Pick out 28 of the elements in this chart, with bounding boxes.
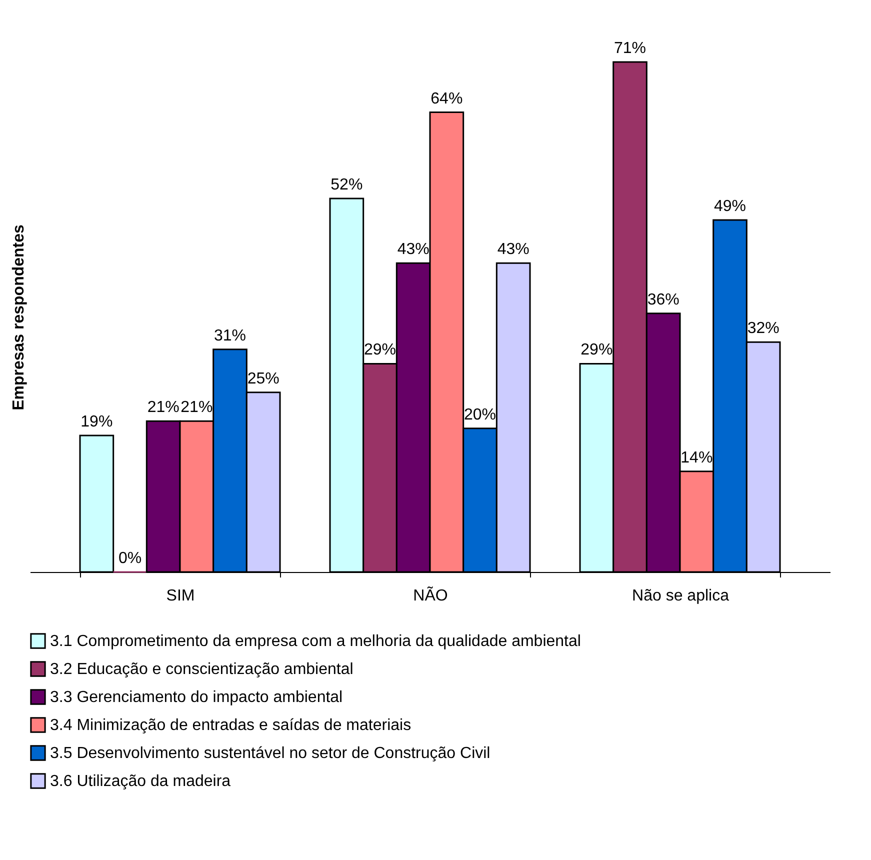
data-label: 32%: [747, 320, 780, 338]
data-label: 14%: [680, 449, 713, 466]
data-label: 49%: [714, 198, 746, 216]
data-label: 29%: [364, 342, 396, 359]
data-label: 21%: [147, 399, 180, 416]
legend-label: 3.3 Gerenciamento do impacto ambiental: [50, 689, 343, 706]
data-label: 25%: [247, 370, 280, 388]
data-label: 20%: [464, 406, 496, 424]
data-label: 31%: [214, 327, 246, 344]
y-axis-title: Empresas respondentes: [10, 224, 28, 410]
data-label: 19%: [80, 414, 113, 431]
data-label: 21%: [180, 399, 213, 416]
legend-label: 3.4 Minimização de entradas e saídas de materiais: [50, 717, 412, 734]
legend-label: 3.6 Utilização da madeira: [50, 773, 231, 790]
x-tick-label: SIM: [166, 588, 195, 604]
data-label: 43%: [497, 241, 530, 258]
data-label: 0%: [118, 550, 142, 567]
data-label: 29%: [580, 342, 613, 359]
data-label: 64%: [430, 90, 463, 108]
data-label: 71%: [614, 40, 646, 57]
legend-label: 3.1 Comprometimento da empresa com a melhoria da qualidade ambiental: [50, 633, 581, 650]
data-label: 43%: [397, 241, 430, 258]
x-tick-label: NÃO: [413, 586, 448, 604]
data-label: 36%: [647, 291, 680, 308]
legend-label: 3.2 Educação e conscientização ambiental: [50, 661, 354, 678]
legend-label: 3.5 Desenvolvimento sustentável no setor de Construção Civil: [50, 745, 490, 762]
data-label: 52%: [330, 176, 363, 194]
x-tick-label: Não se aplica: [632, 588, 730, 604]
